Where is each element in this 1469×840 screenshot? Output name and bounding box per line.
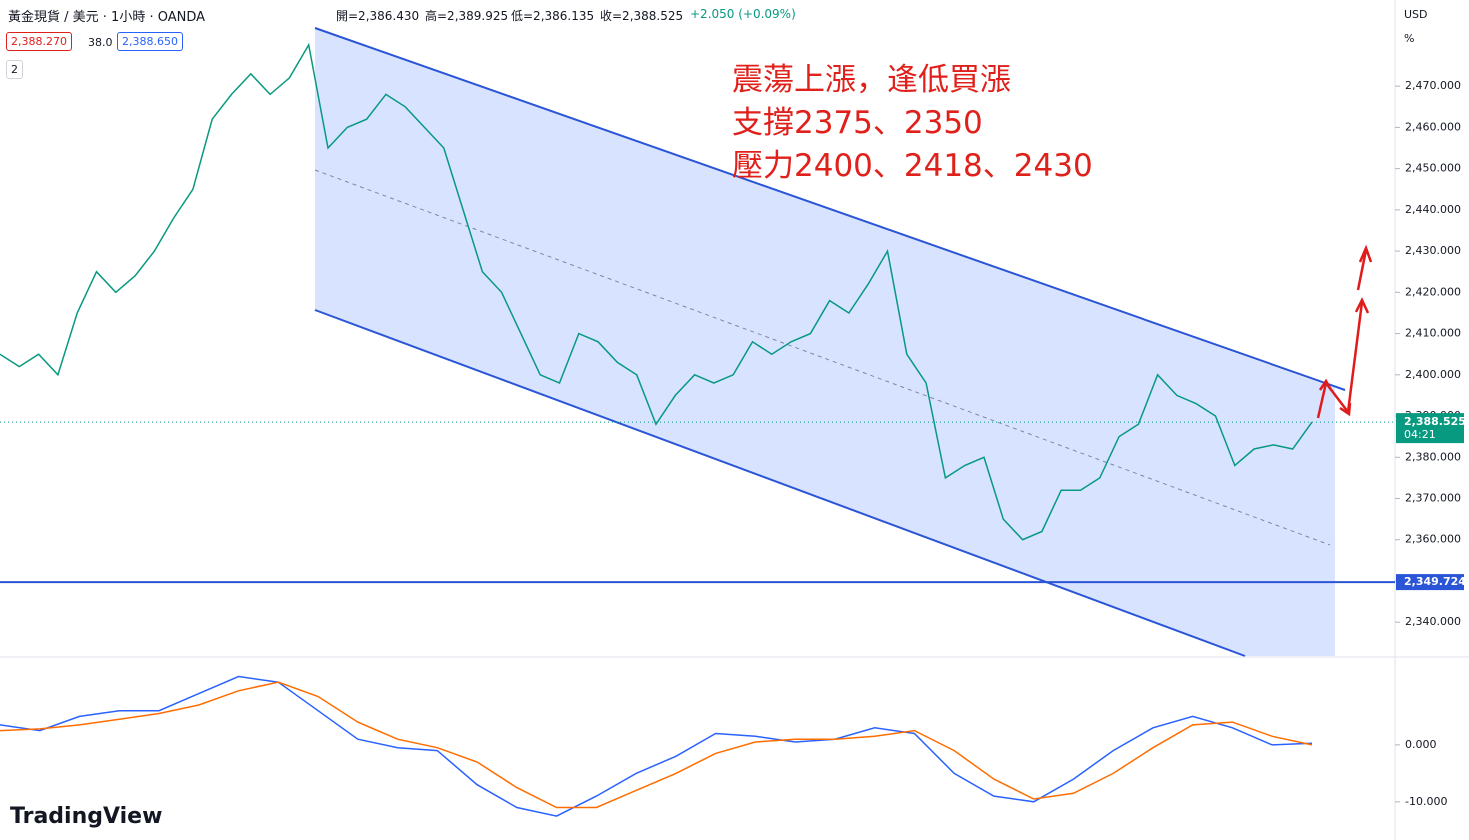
y-tick-label: -10.000 [1405,795,1447,808]
y-tick-label: 2,470.000 [1405,79,1461,92]
y-tick-label: 2,410.000 [1405,327,1461,340]
price-label: 2,349.724 [1404,575,1466,588]
y-tick-label: 2,450.000 [1405,162,1461,175]
series-line [0,675,1313,817]
series-line [0,681,1313,809]
y-tick-label: 2,400.000 [1405,368,1461,381]
countdown: 04:21 [1404,428,1436,441]
y-tick-label: 2,360.000 [1405,533,1461,546]
annotation: 震蕩上漲，逢低買漲 [732,62,1011,98]
y-tick-label: 2,430.000 [1405,244,1461,257]
y-tick-label: 2,380.000 [1405,450,1461,463]
channel-upper [314,27,1346,391]
ohlc-low: 低=2,386.135 [511,9,595,23]
annotation: 支撐2375、2350 [732,105,983,141]
y-tick-label: 2,370.000 [1405,491,1461,504]
channel-lower [314,309,1246,657]
sell-price[interactable]: 2,388.270 [6,32,72,51]
logo: TradingView [10,804,163,829]
ohlc-high: 高=2,389.925 [425,9,509,23]
currency[interactable]: USD [1404,8,1428,21]
forecast-arrows [1316,244,1373,419]
last-price-label: 2,388.525 [1404,415,1466,428]
ohlc-open: 開=2,386.430 [336,9,420,23]
indicator-toggle[interactable]: 2 [6,60,23,79]
percent-toggle[interactable]: % [1404,32,1415,45]
ohlc-close: 收=2,388.525 [600,9,684,23]
y-tick-label: 2,340.000 [1405,615,1461,628]
y-tick-label: 2,420.000 [1405,285,1461,298]
y-tick-label: 2,440.000 [1405,203,1461,216]
symbol-title: 黃金現貨 / 美元 · 1小時 · OANDA [8,10,206,25]
y-tick-label: 2,460.000 [1405,120,1461,133]
y-tick-label: 0.000 [1405,738,1437,751]
series-line [0,42,1313,541]
ohlc-change: +2.050 (+0.09%) [690,7,796,21]
last-price-bg [1396,413,1464,444]
price-label-bg [1396,574,1464,591]
spread: 38.0 [88,36,113,49]
channel-fill [315,28,1335,656]
buy-price[interactable]: 2,388.650 [117,32,183,51]
annotation: 壓力2400、2418、2430 [732,148,1093,184]
